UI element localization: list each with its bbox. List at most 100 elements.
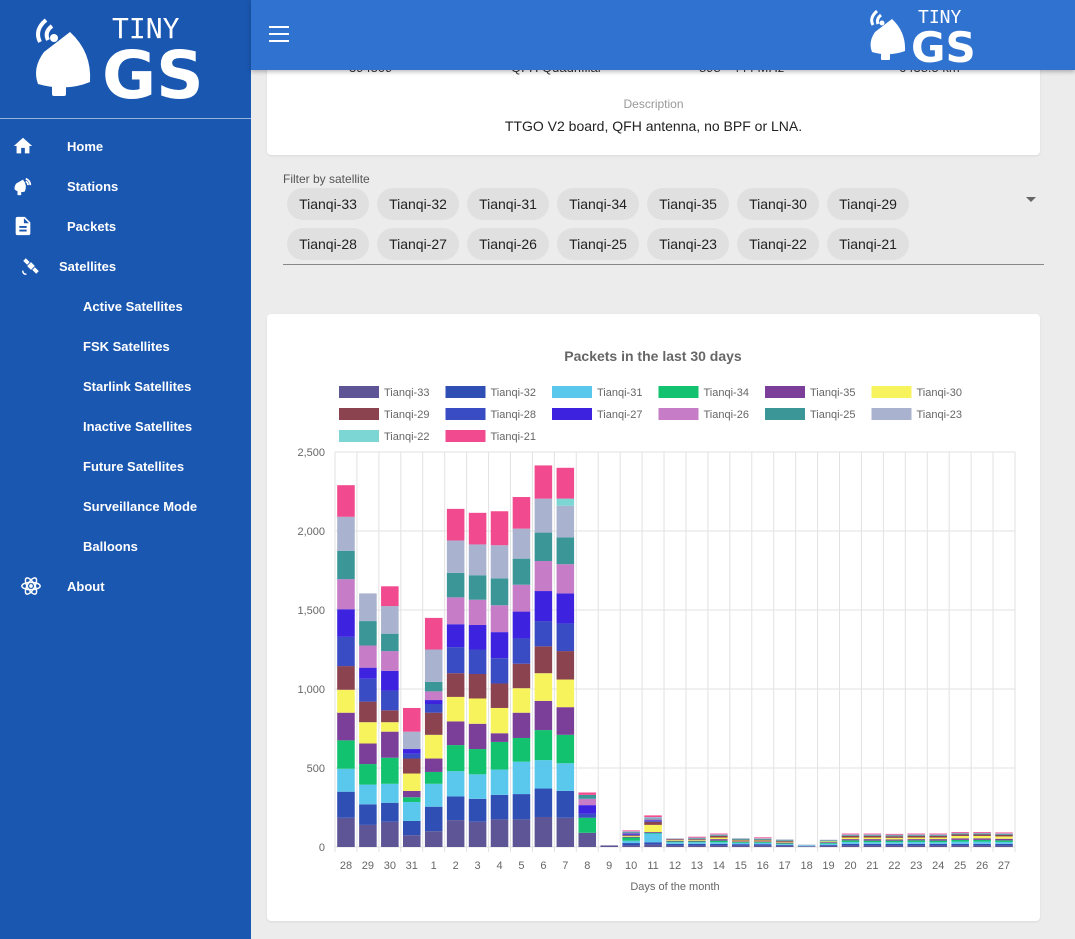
filter-chip[interactable]: Tianqi-35 (647, 188, 729, 220)
bar-segment (446, 721, 465, 746)
bar-segment (973, 838, 991, 840)
bar-segment (929, 840, 947, 843)
bar-segment (556, 734, 575, 764)
bar-segment (622, 840, 640, 844)
bar-segment (381, 633, 399, 652)
legend-label: Tianqi-26 (704, 409, 749, 421)
logo-text-tiny: TINY (112, 12, 180, 45)
bar-segment (995, 834, 1013, 837)
bar-segment (556, 707, 575, 735)
x-tick-label: 1 (431, 860, 437, 872)
legend-label: Tianqi-22 (384, 431, 429, 443)
bar-segment (490, 819, 509, 847)
bar-segment (710, 845, 728, 847)
tinygs-logo[interactable]: TINY GS (30, 12, 220, 102)
bar-segment (337, 579, 355, 610)
sidebar-item-stations[interactable]: Stations (0, 166, 251, 206)
bar-segment (622, 831, 640, 833)
bar-segment (907, 835, 926, 836)
filter-chip[interactable]: Tianqi-29 (827, 188, 909, 220)
bar-segment (841, 840, 860, 842)
bar-segment (710, 834, 728, 836)
bar-segment (995, 845, 1013, 847)
bar-segment (534, 465, 553, 499)
sidebar-item-future-satellites[interactable]: Future Satellites (0, 446, 251, 486)
bar-segment (644, 832, 662, 834)
sidebar-item-fsk-satellites[interactable]: FSK Satellites (0, 326, 251, 366)
bar-segment (841, 843, 860, 846)
sidebar-item-inactive-satellites[interactable]: Inactive Satellites (0, 406, 251, 446)
filter-chip[interactable]: Tianqi-27 (377, 228, 459, 260)
atom-icon (21, 577, 41, 595)
bar-segment (468, 512, 487, 545)
sidebar-item-home[interactable]: Home (0, 126, 251, 166)
bar-segment (666, 845, 684, 847)
bar-segment (556, 763, 575, 791)
bar-segment (534, 621, 553, 647)
sidebar-item-label: Surveillance Mode (83, 498, 198, 514)
legend-swatch (552, 408, 592, 420)
sidebar-item-label: Packets (67, 218, 117, 234)
bar-segment (775, 839, 794, 841)
legend-swatch (445, 386, 486, 398)
filter-chip[interactable]: Tianqi-34 (557, 188, 639, 220)
filter-chip[interactable]: Tianqi-23 (647, 228, 729, 260)
legend-label: Tianqi-28 (491, 409, 536, 421)
bar-segment (403, 835, 421, 847)
sidebar-item-surveillance-mode[interactable]: Surveillance Mode (0, 486, 251, 526)
tinygs-logo-small[interactable]: TINY GS (867, 6, 985, 64)
bar-segment (337, 666, 355, 690)
bar-segment (337, 712, 355, 741)
bar-segment (424, 704, 443, 713)
bar-segment (907, 837, 926, 840)
bar-segment (973, 833, 991, 835)
legend-label: Tianqi-21 (491, 431, 536, 443)
bar-segment (512, 611, 531, 639)
bar-segment (863, 842, 882, 844)
filter-chip[interactable]: Tianqi-28 (287, 228, 369, 260)
filter-chip[interactable]: Tianqi-25 (557, 228, 639, 260)
bar-segment (556, 623, 575, 652)
chevron-down-icon[interactable] (1026, 197, 1036, 202)
bar-segment (732, 838, 750, 839)
bar-segment (995, 841, 1013, 844)
sidebar-item-packets[interactable]: Packets (0, 206, 251, 246)
sidebar-item-satellites[interactable]: Satellites (0, 246, 251, 286)
bar-segment (995, 838, 1013, 841)
packets-chart-card: Packets in the last 30 days Tianqi-33 Tian… (267, 314, 1040, 921)
sidebar-item-balloons[interactable]: Balloons (0, 526, 251, 566)
dish-shape (36, 32, 91, 88)
bar-segment (578, 805, 597, 814)
filter-chip[interactable]: Tianqi-26 (467, 228, 549, 260)
filter-chip[interactable]: Tianqi-30 (737, 188, 819, 220)
y-tick-label: 1,000 (297, 684, 325, 696)
sidebar-item-about[interactable]: About (0, 566, 251, 606)
bar-segment (732, 840, 750, 842)
bar-segment (753, 841, 772, 843)
sidebar-item-label: FSK Satellites (83, 338, 170, 354)
bar-segment (446, 572, 465, 598)
bar-segment (841, 841, 860, 844)
filter-chip[interactable]: Tianqi-21 (827, 228, 909, 260)
filter-chip[interactable]: Tianqi-31 (467, 188, 549, 220)
bar-segment (863, 835, 882, 838)
chip-label: Tianqi-28 (299, 236, 357, 252)
x-axis-label: Days of the month (630, 881, 719, 893)
filter-chip[interactable]: Tianqi-22 (737, 228, 819, 260)
filter-chip[interactable]: Tianqi-33 (287, 188, 369, 220)
bar-segment (951, 839, 969, 842)
bar-segment (359, 678, 377, 702)
bar-segment (819, 839, 838, 841)
bar-segment (644, 833, 662, 843)
bar-segment (490, 794, 509, 820)
bar-segment (337, 689, 355, 713)
bar-segment (951, 831, 969, 833)
bar-segment (644, 819, 662, 821)
bar-segment (446, 597, 465, 625)
chip-label: Tianqi-22 (749, 236, 807, 252)
menu-icon[interactable] (269, 26, 289, 42)
bar-segment (973, 835, 991, 839)
sidebar-item-active-satellites[interactable]: Active Satellites (0, 286, 251, 326)
sidebar-item-starlink-satellites[interactable]: Starlink Satellites (0, 366, 251, 406)
filter-chip[interactable]: Tianqi-32 (377, 188, 459, 220)
